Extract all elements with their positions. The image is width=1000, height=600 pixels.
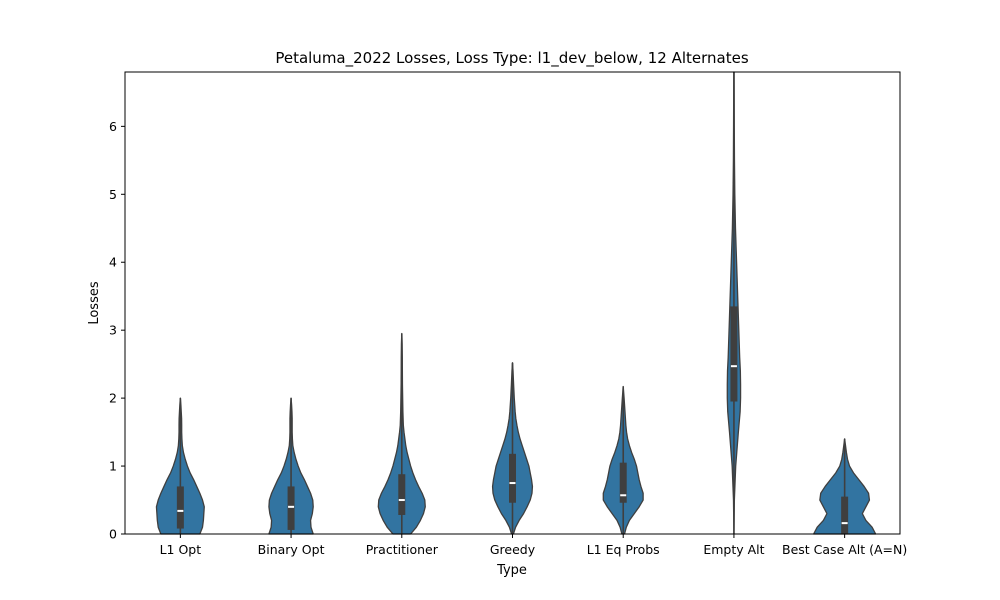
y-tick-label: 1: [109, 459, 117, 474]
y-axis-label: Losses: [87, 281, 102, 325]
violin-iqr-box: [619, 462, 627, 503]
violin-iqr-box: [398, 474, 406, 515]
x-axis: L1 Opt Binary Opt Practitioner Greedy L1 Eq …: [160, 534, 907, 557]
violin-2: [268, 397, 314, 535]
y-tick-label: 4: [109, 255, 117, 270]
y-tick-label: 5: [109, 187, 117, 202]
x-tick-label: L1 Opt: [160, 542, 202, 557]
x-tick-label: Empty Alt: [703, 542, 764, 557]
violin-median: [841, 522, 848, 525]
x-axis-label: Type: [496, 563, 527, 578]
violin-median: [730, 365, 737, 368]
violin-5: [602, 385, 644, 535]
violin-median: [620, 494, 627, 497]
violin-median: [288, 505, 295, 508]
y-axis: 0 1 2 3 4 5 6: [109, 119, 125, 542]
x-tick-label: Binary Opt: [258, 542, 325, 557]
x-tick-label: Practitioner: [366, 542, 439, 557]
y-tick-label: 3: [109, 323, 117, 338]
violin-3: [377, 332, 426, 535]
violin-median: [177, 509, 184, 512]
violin-1: [155, 397, 205, 535]
violin-4: [491, 362, 534, 535]
x-tick-label: Best Case Alt (A=N): [782, 542, 907, 557]
violin-iqr-box: [841, 496, 849, 534]
violin-iqr-box: [730, 306, 738, 402]
violin-iqr-box: [176, 486, 184, 529]
violin-median: [398, 499, 405, 502]
x-tick-label: L1 Eq Probs: [587, 542, 660, 557]
violin-median: [509, 482, 516, 485]
chart-title: Petaluma_2022 Losses, Loss Type: l1_dev_…: [275, 49, 748, 68]
y-tick-label: 2: [109, 391, 117, 406]
y-tick-label: 6: [109, 119, 117, 134]
y-tick-label: 0: [109, 527, 117, 542]
violin-7: [812, 438, 877, 535]
x-tick-label: Greedy: [490, 542, 536, 557]
violin-iqr-box: [509, 453, 516, 503]
violin-iqr-box: [287, 486, 295, 530]
